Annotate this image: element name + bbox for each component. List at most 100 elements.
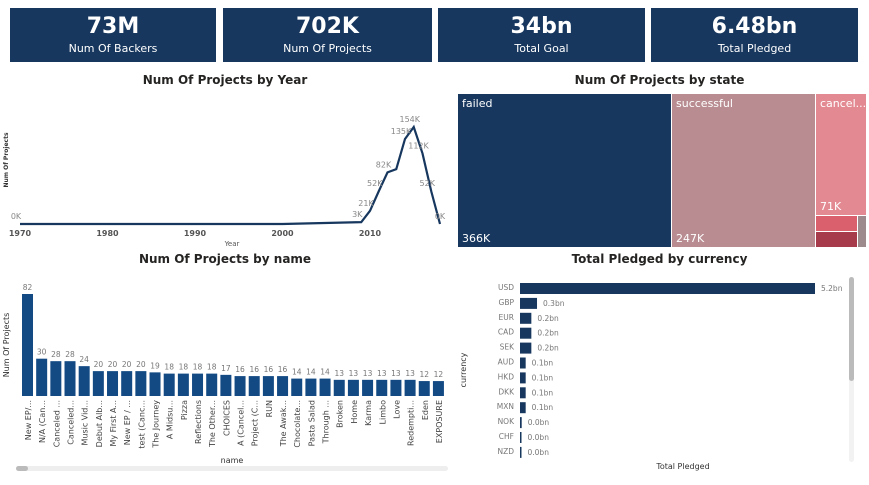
y-category-label: GBP bbox=[499, 298, 515, 307]
line-data-label: 0K bbox=[11, 212, 22, 221]
bar bbox=[220, 374, 232, 396]
year-line bbox=[20, 124, 442, 226]
bar bbox=[92, 371, 104, 396]
treemap-tile-small[interactable] bbox=[857, 215, 867, 248]
x-tick-label: 2010 bbox=[359, 229, 382, 238]
kpi-card-projects: 702K Num Of Projects bbox=[223, 8, 432, 62]
bar-data-label: 0.0bn bbox=[528, 448, 550, 457]
treemap-title: Num Of Projects by state bbox=[574, 73, 745, 87]
bar bbox=[319, 378, 331, 396]
x-category-label: The Other... bbox=[208, 400, 217, 448]
x-category-label: N/A (Can... bbox=[38, 400, 47, 443]
treemap-tile-canceled[interactable]: cancel... 71K bbox=[815, 93, 867, 216]
bar bbox=[291, 378, 303, 396]
kpi-card-goal: 34bn Total Goal bbox=[438, 8, 645, 62]
y-category-label: DKK bbox=[498, 387, 515, 396]
bar-data-label: 0.2bn bbox=[537, 329, 559, 338]
x-category-label: RUN bbox=[265, 400, 274, 417]
bar-data-label: 19 bbox=[150, 361, 160, 370]
scrollbar-thumb[interactable] bbox=[16, 466, 28, 471]
name-bar-chart-title: Num Of Projects by name bbox=[138, 252, 312, 266]
bar bbox=[432, 381, 444, 396]
horizontal-scrollbar[interactable] bbox=[16, 466, 448, 471]
y-category-label: AUD bbox=[498, 358, 515, 367]
tile-value: 247K bbox=[676, 232, 705, 245]
bar bbox=[520, 417, 522, 429]
bar-data-label: 0.1bn bbox=[532, 373, 554, 382]
bar-data-label: 18 bbox=[164, 363, 174, 372]
bar-data-label: 5.2bn bbox=[821, 284, 843, 293]
bar bbox=[262, 376, 274, 396]
bar-data-label: 20 bbox=[122, 360, 132, 369]
x-category-label: Pasta Salad bbox=[307, 400, 316, 446]
bar bbox=[418, 381, 430, 396]
bar-data-label: 16 bbox=[249, 365, 259, 374]
bar-data-label: 12 bbox=[419, 370, 429, 379]
kpi-value: 702K bbox=[296, 14, 359, 39]
bar bbox=[520, 432, 522, 443]
bar bbox=[362, 379, 374, 396]
bar bbox=[520, 297, 538, 309]
bar-data-label: 0.1bn bbox=[532, 388, 554, 397]
bar-data-label: 18 bbox=[193, 363, 203, 372]
bar-data-label: 82 bbox=[23, 283, 33, 292]
x-tick-label: 2000 bbox=[271, 229, 294, 238]
bar bbox=[206, 373, 218, 396]
bar bbox=[520, 312, 532, 324]
treemap-tile-failed[interactable]: failed 366K bbox=[457, 93, 672, 248]
bar bbox=[520, 446, 522, 458]
bar-data-label: 0.0bn bbox=[528, 433, 550, 442]
x-category-label: The Awak... bbox=[279, 400, 288, 447]
scrollbar-thumb[interactable] bbox=[849, 277, 854, 381]
bar-data-label: 14 bbox=[292, 368, 302, 377]
bar bbox=[78, 366, 90, 396]
bar-data-label: 14 bbox=[320, 368, 330, 377]
tile-name: successful bbox=[676, 97, 733, 110]
tile-value: 71K bbox=[820, 200, 842, 213]
y-category-label: SEK bbox=[500, 343, 515, 352]
line-data-label: 135K bbox=[391, 127, 412, 136]
x-tick-label: 1970 bbox=[9, 229, 32, 238]
line-data-label: 0K bbox=[435, 212, 446, 221]
x-category-label: Canceled ... bbox=[52, 400, 61, 447]
bar bbox=[64, 361, 76, 396]
bar-data-label: 0.1bn bbox=[532, 403, 554, 412]
x-category-label: Music Vid... bbox=[81, 400, 90, 446]
x-category-label: The Journey bbox=[152, 400, 161, 449]
line-data-label: 52K bbox=[367, 179, 383, 188]
bar bbox=[520, 283, 815, 294]
bar bbox=[347, 379, 359, 396]
vertical-scrollbar[interactable] bbox=[849, 277, 854, 462]
x-tick-label: 1990 bbox=[184, 229, 207, 238]
bar-data-label: 17 bbox=[221, 364, 231, 373]
bar-data-label: 20 bbox=[136, 360, 146, 369]
x-tick-label: 1980 bbox=[96, 229, 119, 238]
line-data-label: 82K bbox=[376, 160, 392, 169]
bar bbox=[333, 379, 345, 396]
treemap-tile-successful[interactable]: successful 247K bbox=[671, 93, 816, 248]
bar bbox=[520, 342, 532, 354]
bar bbox=[135, 371, 147, 396]
x-category-label: Home bbox=[350, 400, 359, 424]
bar-data-label: 0.3bn bbox=[543, 299, 565, 308]
kpi-value: 34bn bbox=[510, 14, 573, 39]
x-axis-title: Year bbox=[224, 240, 240, 248]
x-category-label: New EP / ... bbox=[123, 400, 132, 445]
bar bbox=[107, 371, 119, 396]
bar bbox=[163, 373, 175, 396]
bar bbox=[248, 376, 260, 396]
line-data-label: 112K bbox=[408, 141, 429, 150]
bar-data-label: 13 bbox=[334, 369, 344, 378]
bar-data-label: 16 bbox=[278, 365, 288, 374]
kpi-value: 6.48bn bbox=[711, 14, 798, 39]
line-data-label: 3K bbox=[352, 210, 363, 219]
line-data-label: 154K bbox=[399, 115, 420, 124]
x-category-label: Broken bbox=[336, 400, 345, 428]
bar-data-label: 13 bbox=[391, 369, 401, 378]
line-data-label: 52K bbox=[420, 179, 436, 188]
bar-data-label: 20 bbox=[94, 360, 104, 369]
x-category-label: A Midsu... bbox=[166, 400, 175, 439]
currency-chart-title: Total Pledged by currency bbox=[571, 252, 748, 266]
y-category-label: USD bbox=[498, 283, 514, 292]
